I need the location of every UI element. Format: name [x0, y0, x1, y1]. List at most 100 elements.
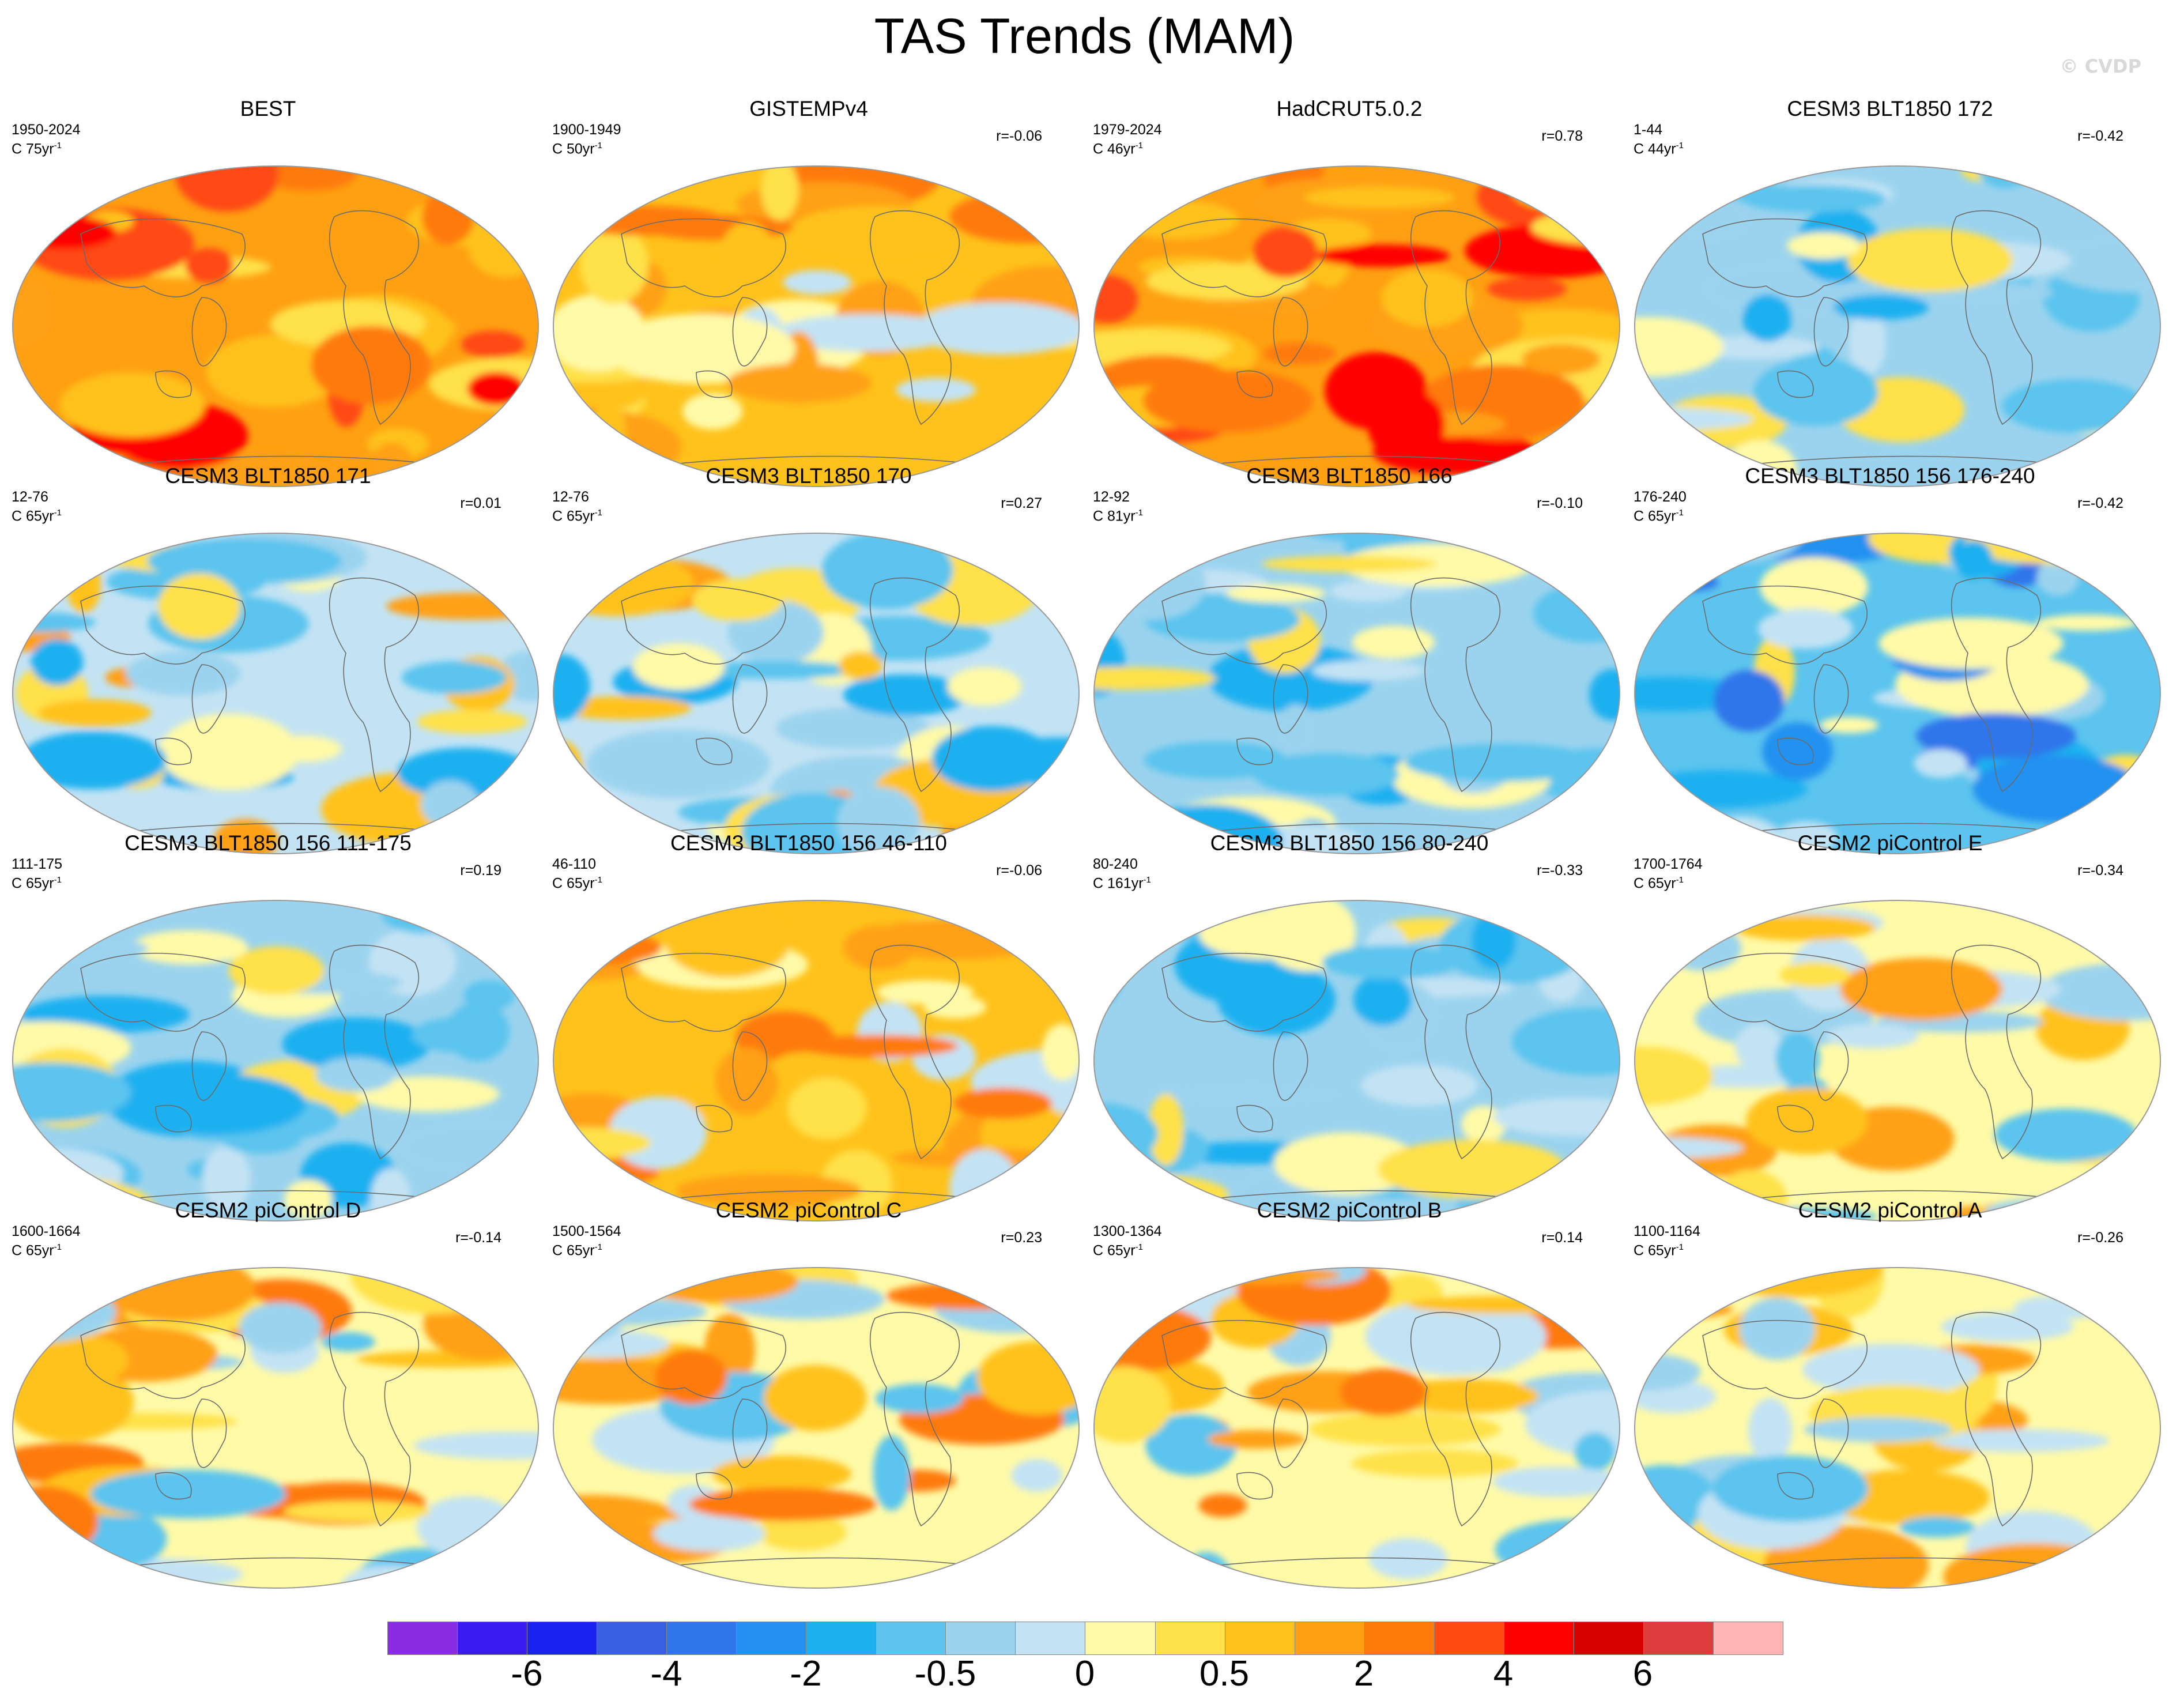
panel-title: CESM3 BLT1850 170 [706, 464, 912, 488]
trend-field-patch [413, 1431, 538, 1460]
trend-field-patch [356, 1351, 538, 1368]
trend-field-patch [158, 573, 241, 640]
trend-field-patch [1740, 185, 1886, 213]
coastline [870, 210, 960, 425]
map-boundary [1093, 900, 1620, 1221]
trend-field-patch [401, 661, 507, 694]
map-boundary [1093, 165, 1620, 487]
coastline [1161, 1319, 1327, 1399]
trend-field-patch [2036, 559, 2079, 596]
coastline [1273, 297, 1308, 367]
panel-trend-length: C 65yr-1 [1634, 508, 1684, 525]
coastline [155, 1104, 192, 1133]
trend-field-patch [202, 1146, 251, 1212]
colorbar-bin [527, 1622, 598, 1654]
trend-field-patch [1487, 277, 1567, 301]
panel-trend-length: C 65yr-1 [12, 1242, 62, 1259]
trend-field-patch [676, 1174, 862, 1207]
coastline [1813, 664, 1849, 734]
trend-field-patch [787, 1077, 867, 1140]
trend-field-patch [776, 707, 930, 749]
trend-field-patch [886, 1281, 1067, 1310]
trend-field-patch [761, 166, 799, 221]
trend-field-patch [953, 1088, 1053, 1119]
trend-field-patch [467, 372, 525, 406]
trend-field-patch [839, 651, 882, 680]
coastline [1777, 1472, 1814, 1500]
coastline [732, 1398, 768, 1468]
trend-field-patch [59, 372, 205, 438]
map-panel: CESM2 piControl A 1100-1164 C 65yr-1 r=-0.2… [1622, 1198, 2161, 1589]
coastline [1273, 1398, 1308, 1468]
trend-field-patch [1914, 749, 1967, 778]
trend-field-patch [1525, 1390, 1620, 1457]
trend-field-patch [2036, 614, 2137, 631]
coastline [696, 370, 733, 398]
colorbar-bin [1434, 1622, 1504, 1654]
coastline [155, 737, 192, 766]
panel-correlation: r=-0.06 [996, 128, 1042, 144]
colorbar-bin [1225, 1622, 1295, 1654]
coastline [1410, 577, 1501, 793]
trend-field-patch [715, 1047, 778, 1115]
map-boundary [1634, 533, 2161, 854]
trend-field-patch [1849, 309, 1887, 375]
coastline [191, 297, 227, 367]
trend-field-patch [1274, 1132, 1420, 1195]
trend-field-patch [1115, 200, 1239, 239]
trend-field-patch [1094, 329, 1232, 365]
trend-field-patch [33, 1335, 129, 1385]
coastline [1410, 210, 1501, 425]
trend-field-patch [284, 1179, 332, 1220]
trend-field-patch [763, 1364, 867, 1431]
coastline [621, 585, 786, 665]
trend-field-patch [866, 918, 1050, 959]
coastline [1236, 370, 1273, 398]
trend-field-patch [821, 533, 953, 610]
trend-field-patch [1916, 712, 2076, 759]
panel-correlation: r=-0.26 [2077, 1230, 2123, 1246]
coastline [732, 664, 768, 734]
trend-field-patch [1635, 1046, 1714, 1106]
trend-field-patch [1144, 741, 1288, 779]
map-boundary [553, 1267, 1080, 1589]
trend-field-patch [1833, 294, 1929, 321]
panel-title: CESM2 piControl C [715, 1198, 902, 1222]
coastline [621, 952, 786, 1032]
trend-field-patch [185, 248, 233, 283]
trend-field-patch [126, 651, 240, 696]
trend-field-patch [757, 1513, 847, 1551]
trend-field-patch [1635, 1268, 1673, 1285]
trend-field-patch [653, 1516, 765, 1552]
panel-trend-length: C 65yr-1 [12, 875, 62, 892]
panel-period: 1500-1564 [552, 1223, 621, 1239]
coastline [1236, 1104, 1273, 1133]
colorbar-bin [737, 1622, 807, 1654]
coastline [1951, 944, 2042, 1160]
panel-correlation: r=0.01 [460, 495, 501, 511]
trend-field-patch [553, 654, 590, 720]
trend-field-patch [206, 335, 342, 408]
coastline [191, 1398, 227, 1468]
trend-map [553, 900, 1080, 1221]
trend-field-patch [1775, 1032, 1820, 1085]
panel-title: CESM2 piControl E [1797, 831, 1983, 855]
trend-field-patch [1802, 1344, 1980, 1396]
colorbar-bin [1504, 1622, 1574, 1654]
trend-field-patch [239, 1302, 322, 1353]
trend-field-patch [1378, 1139, 1567, 1199]
trend-field-patch [712, 1456, 852, 1492]
trend-field-patch [422, 190, 474, 245]
panel-title: GISTEMPv4 [749, 97, 868, 120]
trend-field-patch [1714, 670, 1785, 732]
colorbar-bin [667, 1622, 737, 1654]
watermark: © CVDP [2059, 55, 2141, 77]
trend-map [12, 900, 539, 1221]
trend-field-patch [1492, 1466, 1620, 1497]
trend-field-patch [1277, 704, 1316, 760]
trend-field-patch [1381, 269, 1473, 327]
panel-period: 1950-2024 [12, 122, 81, 138]
trend-field-patch [38, 699, 152, 727]
colorbar-bin [1295, 1622, 1365, 1654]
trend-field-patch [2092, 166, 2160, 184]
